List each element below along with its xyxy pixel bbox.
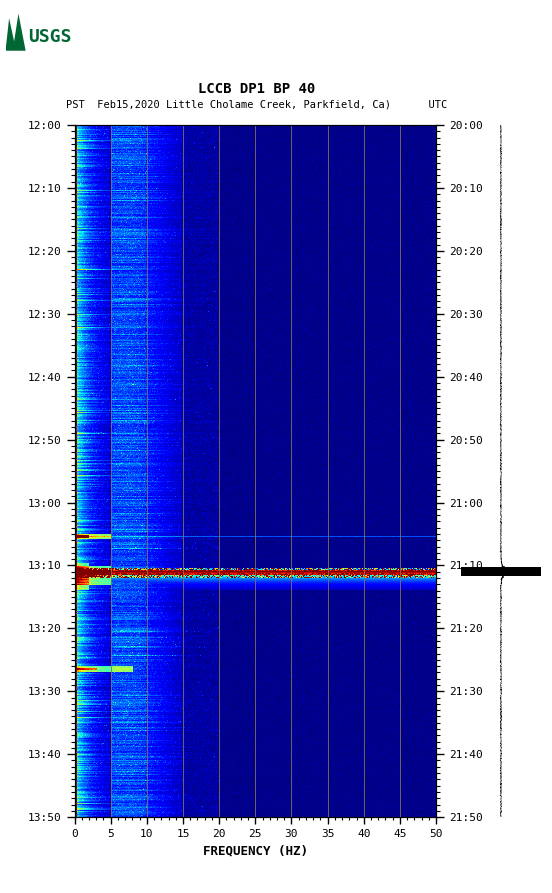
Polygon shape <box>6 13 25 51</box>
Text: USGS: USGS <box>29 28 72 46</box>
Text: PST  Feb15,2020 Little Cholame Creek, Parkfield, Ca)      UTC: PST Feb15,2020 Little Cholame Creek, Par… <box>66 100 447 110</box>
X-axis label: FREQUENCY (HZ): FREQUENCY (HZ) <box>203 845 308 857</box>
Text: LCCB DP1 BP 40: LCCB DP1 BP 40 <box>198 81 315 96</box>
